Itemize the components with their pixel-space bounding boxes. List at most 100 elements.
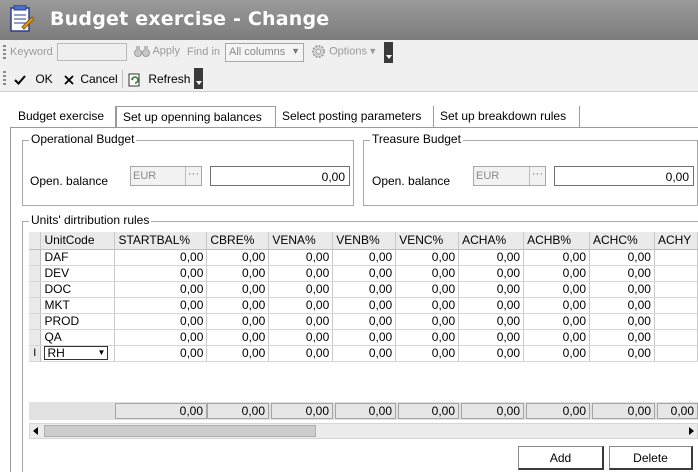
toolbar-overflow-button[interactable] (194, 68, 203, 89)
percent-cell[interactable]: 0,00 (523, 249, 590, 266)
horizontal-scrollbar[interactable] (29, 423, 698, 439)
percent-cell[interactable]: 0,00 (589, 265, 655, 282)
percent-cell[interactable]: 0,00 (395, 345, 460, 362)
percent-cell[interactable]: 0,00 (589, 249, 655, 266)
scroll-left-icon[interactable] (33, 427, 38, 435)
row-selector[interactable] (29, 329, 42, 346)
column-header[interactable]: UnitCode (40, 232, 116, 250)
tab-select-posting-parameters[interactable]: Select posting parameters (276, 106, 434, 127)
table-row[interactable]: PROD 0,00 0,00 0,00 0,00 0,00 0,00 0,00 0,00 (29, 313, 698, 330)
row-selector[interactable] (29, 265, 42, 282)
percent-cell[interactable]: 0,00 (395, 329, 460, 346)
column-header[interactable]: VENA% (268, 232, 334, 250)
percent-cell[interactable]: 0,00 (332, 265, 397, 282)
toolbar-grip[interactable] (3, 45, 6, 61)
row-cursor-icon[interactable]: I (29, 345, 42, 362)
apply-button[interactable]: Apply (134, 44, 180, 58)
percent-cell[interactable]: 0,00 (114, 249, 208, 266)
column-header[interactable]: ACHA% (458, 232, 525, 250)
row-selector[interactable] (29, 281, 42, 298)
ok-button[interactable]: OK (14, 70, 53, 88)
percent-cell[interactable]: 0,00 (268, 329, 334, 346)
percent-cell[interactable]: 0,00 (332, 249, 397, 266)
table-row[interactable]: MKT 0,00 0,00 0,00 0,00 0,00 0,00 0,00 0,00 (29, 297, 698, 314)
toolbar-grip[interactable] (3, 71, 6, 87)
percent-cell[interactable]: 0,00 (332, 297, 397, 314)
unit-code-cell[interactable]: QA (40, 329, 116, 346)
unit-code-cell[interactable]: DEV (40, 265, 116, 282)
percent-cell[interactable]: 0,00 (268, 281, 334, 298)
percent-cell[interactable]: 0,00 (332, 345, 397, 362)
percent-cell[interactable]: 0,00 (395, 281, 460, 298)
unit-code-cell[interactable]: PROD (40, 313, 116, 330)
percent-cell[interactable]: 0,00 (206, 265, 270, 282)
percent-cell[interactable]: 0,00 (268, 265, 334, 282)
percent-cell[interactable]: 0,00 (523, 313, 590, 330)
percent-cell[interactable]: 0,00 (395, 265, 460, 282)
percent-cell[interactable]: 0,00 (395, 313, 460, 330)
add-button[interactable]: Add (518, 446, 604, 470)
percent-cell[interactable]: 0,00 (395, 249, 460, 266)
ellipsis-icon[interactable]: ··· (185, 167, 201, 185)
percent-cell[interactable] (654, 345, 698, 362)
percent-cell[interactable]: 0,00 (206, 313, 270, 330)
percent-cell[interactable]: 0,00 (206, 297, 270, 314)
options-button[interactable]: Options ▾ (311, 44, 376, 59)
percent-cell[interactable]: 0,00 (523, 265, 590, 282)
table-row[interactable]: DOC 0,00 0,00 0,00 0,00 0,00 0,00 0,00 0,00 (29, 281, 698, 298)
percent-cell[interactable]: 0,00 (114, 345, 208, 362)
operational-amount-field[interactable]: 0,00 (210, 166, 350, 186)
scrollbar-thumb[interactable] (44, 425, 316, 437)
row-selector[interactable] (29, 297, 42, 314)
column-header[interactable]: CBRE% (206, 232, 270, 250)
percent-cell[interactable]: 0,00 (589, 297, 655, 314)
percent-cell[interactable]: 0,00 (589, 313, 655, 330)
row-selector[interactable] (29, 249, 42, 266)
row-selector[interactable] (29, 313, 42, 330)
unit-code-cell[interactable]: MKT (40, 297, 116, 314)
delete-button[interactable]: Delete (609, 446, 693, 470)
unit-code-cell[interactable]: RH (40, 345, 116, 362)
toolbar-overflow-button[interactable] (384, 42, 393, 63)
percent-cell[interactable]: 0,00 (332, 281, 397, 298)
percent-cell[interactable]: 0,00 (523, 329, 590, 346)
percent-cell[interactable]: 0,00 (114, 329, 208, 346)
ellipsis-icon[interactable]: ··· (529, 167, 545, 185)
column-header[interactable]: ACHB% (523, 232, 590, 250)
percent-cell[interactable]: 0,00 (458, 313, 525, 330)
unit-code-cell[interactable]: DOC (40, 281, 116, 298)
percent-cell[interactable]: 0,00 (114, 265, 208, 282)
percent-cell[interactable]: 0,00 (458, 281, 525, 298)
treasure-amount-field[interactable]: 0,00 (554, 166, 694, 186)
table-row[interactable]: IRH0,000,000,000,000,000,000,000,00 (29, 345, 698, 362)
keyword-input[interactable] (57, 43, 127, 61)
percent-cell[interactable]: 0,00 (395, 297, 460, 314)
column-header[interactable]: ACHY (654, 232, 698, 250)
percent-cell[interactable]: 0,00 (268, 297, 334, 314)
percent-cell[interactable]: 0,00 (458, 329, 525, 346)
percent-cell[interactable]: 0,00 (332, 313, 397, 330)
treasure-currency-field[interactable]: EUR ··· (473, 166, 546, 186)
percent-cell[interactable] (654, 265, 698, 282)
column-header[interactable]: STARTBAL% (114, 232, 208, 250)
table-row[interactable]: QA 0,00 0,00 0,00 0,00 0,00 0,00 0,00 0,00 (29, 329, 698, 346)
column-header[interactable]: VENC% (395, 232, 460, 250)
percent-cell[interactable] (654, 297, 698, 314)
percent-cell[interactable]: 0,00 (114, 297, 208, 314)
percent-cell[interactable] (654, 249, 698, 266)
percent-cell[interactable] (654, 281, 698, 298)
percent-cell[interactable]: 0,00 (114, 313, 208, 330)
percent-cell[interactable]: 0,00 (206, 329, 270, 346)
unit-code-cell[interactable]: DAF (40, 249, 116, 266)
percent-cell[interactable]: 0,00 (268, 249, 334, 266)
percent-cell[interactable] (654, 329, 698, 346)
cancel-button[interactable]: Cancel (64, 70, 118, 88)
percent-cell[interactable]: 0,00 (114, 281, 208, 298)
scroll-right-icon[interactable] (689, 427, 694, 435)
table-row[interactable]: DAF 0,00 0,00 0,00 0,00 0,00 0,00 0,00 0,00 (29, 249, 698, 266)
percent-cell[interactable]: 0,00 (589, 281, 655, 298)
percent-cell[interactable] (654, 313, 698, 330)
percent-cell[interactable]: 0,00 (458, 249, 525, 266)
operational-currency-field[interactable]: EUR ··· (130, 166, 202, 186)
percent-cell[interactable]: 0,00 (206, 249, 270, 266)
